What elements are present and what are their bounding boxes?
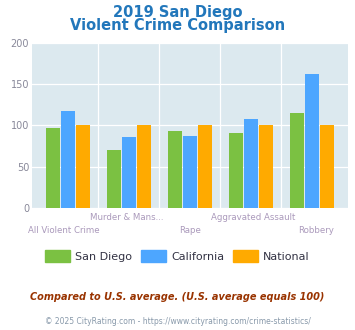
Text: Aggravated Assault: Aggravated Assault: [211, 213, 295, 222]
Bar: [197, 125, 212, 208]
Text: 2019 San Diego: 2019 San Diego: [113, 5, 242, 20]
Legend: San Diego, California, National: San Diego, California, National: [41, 246, 314, 267]
Bar: [168, 131, 182, 208]
Bar: [229, 133, 243, 208]
Bar: [61, 111, 75, 208]
Text: © 2025 CityRating.com - https://www.cityrating.com/crime-statistics/: © 2025 CityRating.com - https://www.city…: [45, 317, 310, 326]
Bar: [258, 125, 273, 208]
Bar: [290, 113, 304, 208]
Text: Rape: Rape: [179, 226, 201, 235]
Bar: [305, 74, 319, 208]
Bar: [320, 125, 334, 208]
Text: Robbery: Robbery: [298, 226, 334, 235]
Text: Murder & Mans...: Murder & Mans...: [90, 213, 164, 222]
Bar: [137, 125, 151, 208]
Bar: [122, 137, 136, 208]
Text: Violent Crime Comparison: Violent Crime Comparison: [70, 18, 285, 33]
Bar: [183, 136, 197, 208]
Text: Compared to U.S. average. (U.S. average equals 100): Compared to U.S. average. (U.S. average …: [30, 292, 325, 302]
Bar: [76, 125, 89, 208]
Text: All Violent Crime: All Violent Crime: [28, 226, 99, 235]
Bar: [244, 119, 258, 208]
Bar: [107, 150, 121, 208]
Bar: [46, 128, 60, 208]
